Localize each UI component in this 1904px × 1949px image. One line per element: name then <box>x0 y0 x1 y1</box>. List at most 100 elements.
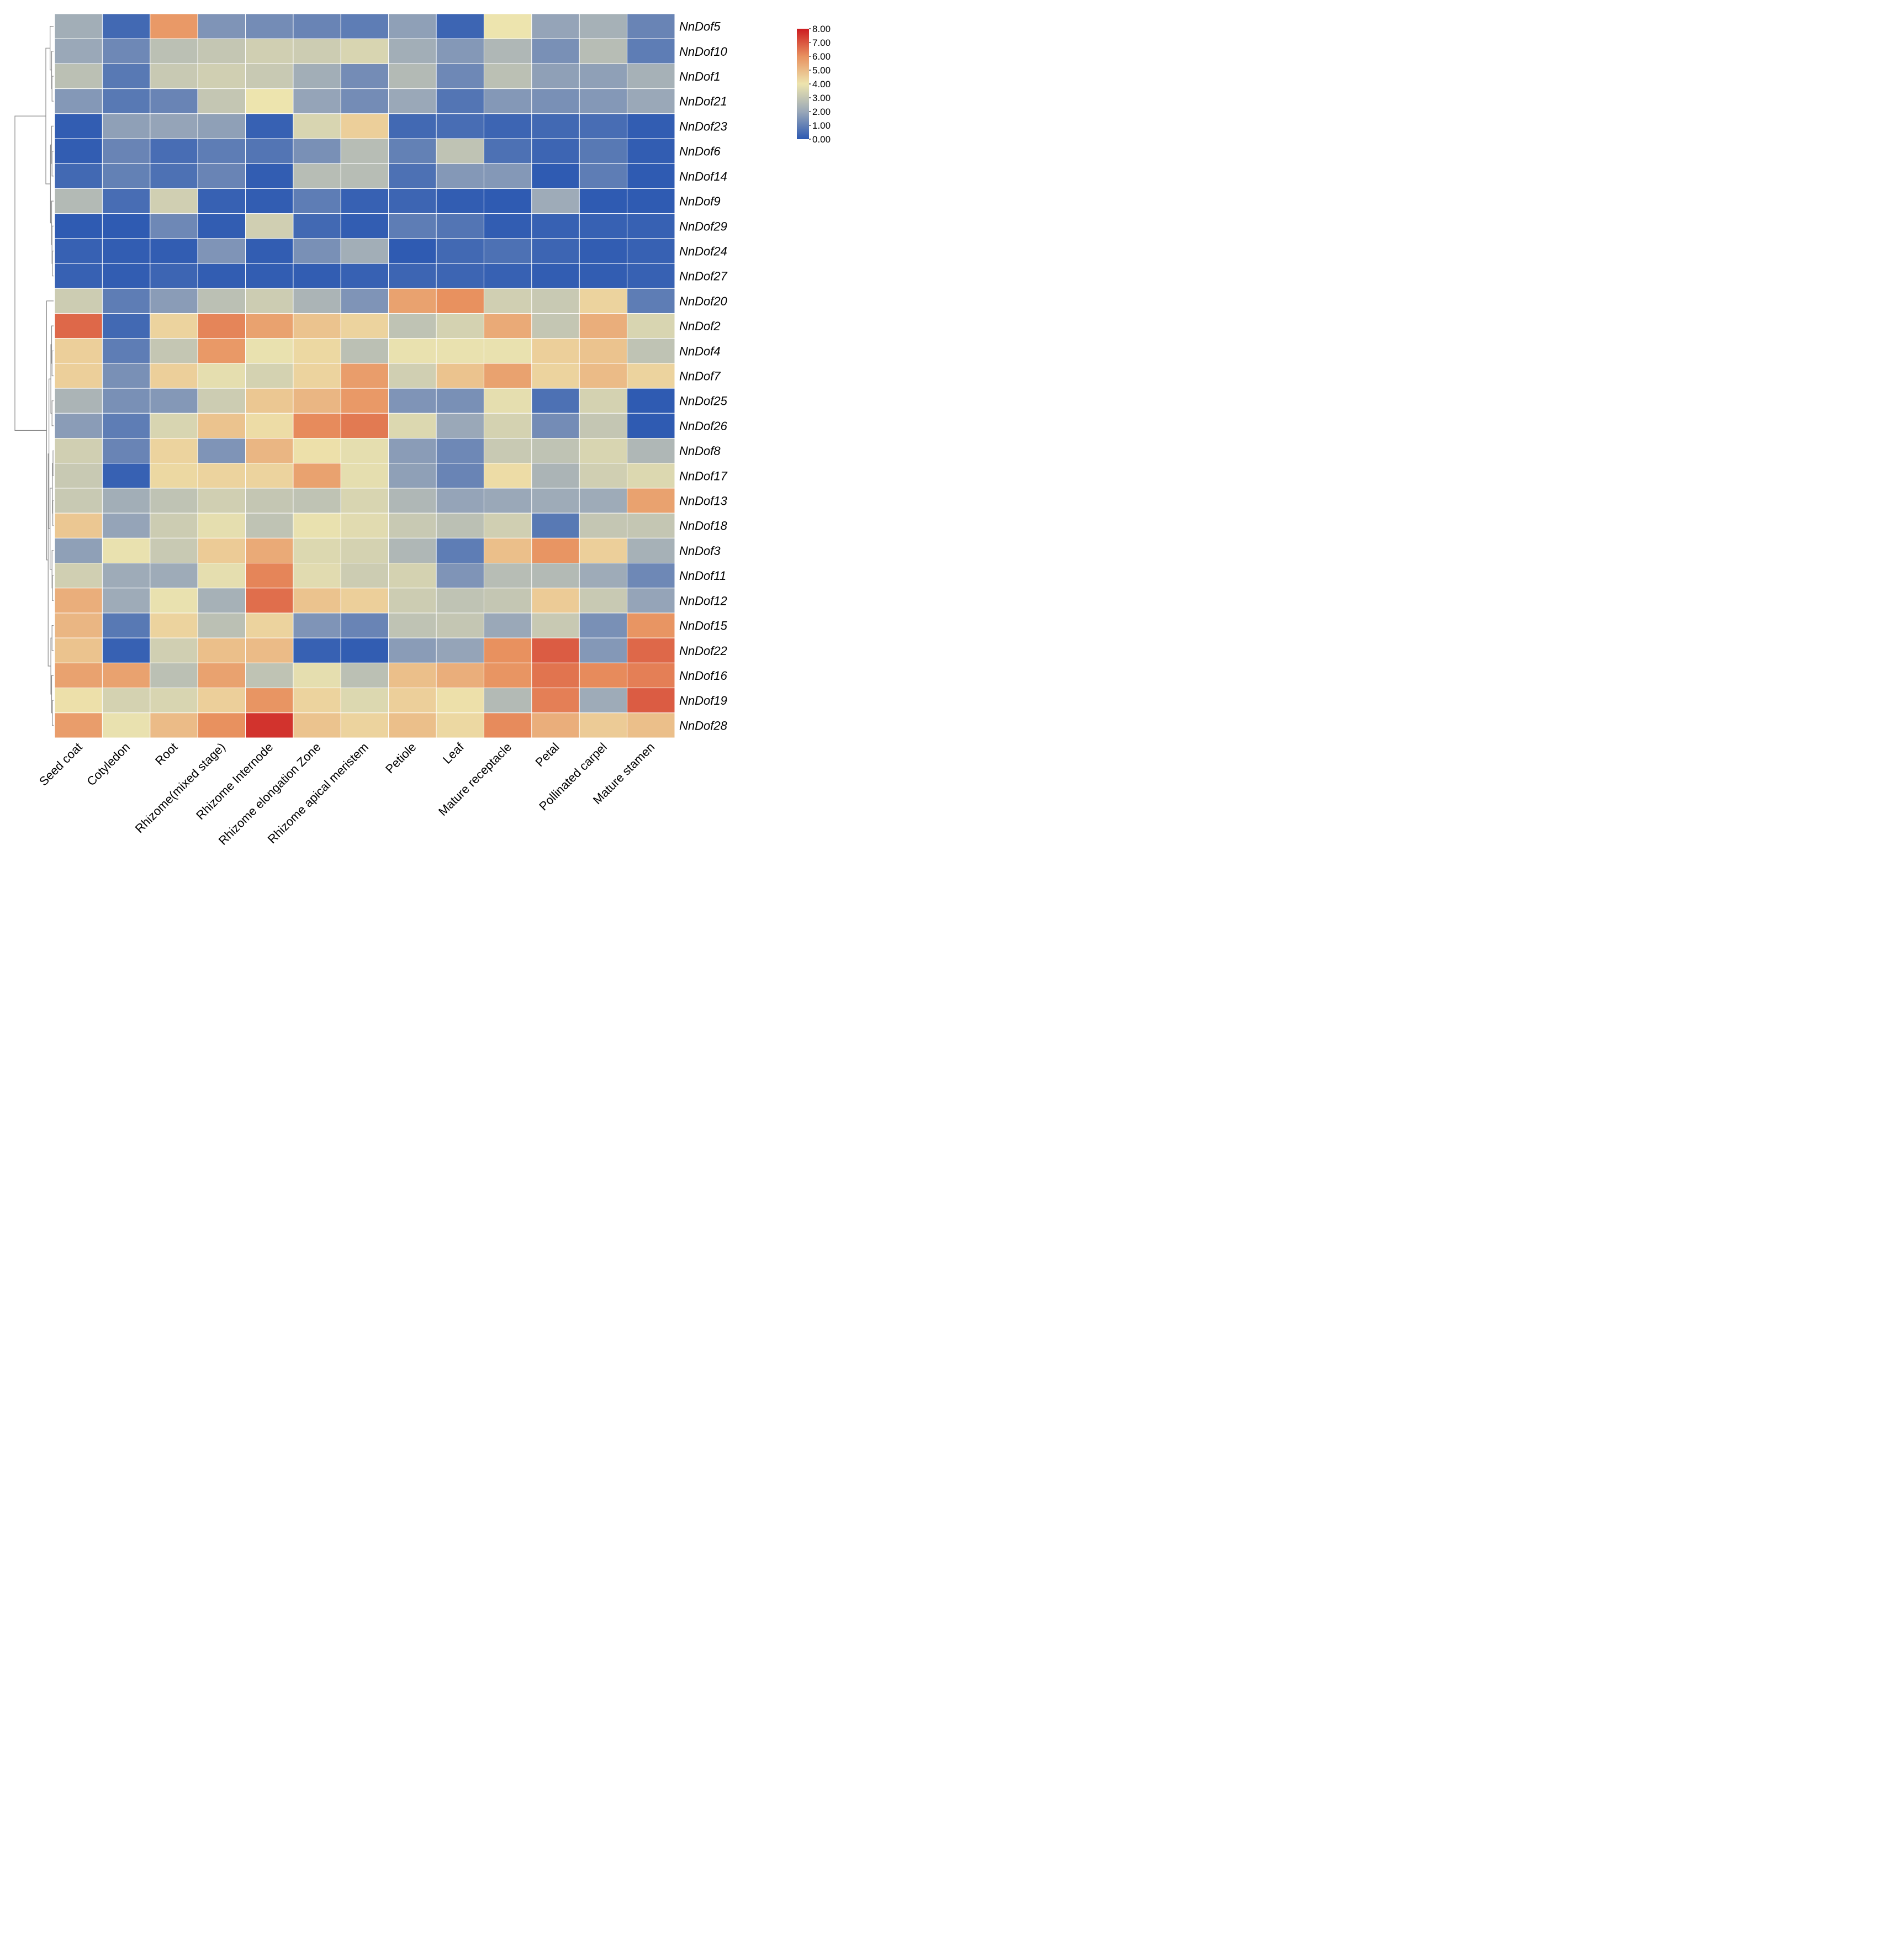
heatmap-cell <box>340 213 389 239</box>
colorbar-tick-label: 6.00 <box>812 51 831 62</box>
heatmap-cell <box>54 63 103 89</box>
heatmap-cell <box>531 637 580 663</box>
heatmap-cell <box>579 662 628 689</box>
heatmap-cell <box>293 163 341 189</box>
heatmap-cell <box>579 213 628 239</box>
heatmap-cell <box>150 338 198 364</box>
heatmap-cell <box>102 637 151 663</box>
heatmap-cell <box>483 488 532 514</box>
heatmap-cell <box>579 537 628 564</box>
heatmap-cell <box>150 288 198 314</box>
heatmap-cell <box>627 637 675 663</box>
heatmap-cell <box>436 138 484 164</box>
colorbar-tick-label: 3.00 <box>812 93 831 103</box>
heatmap-cell <box>579 88 628 114</box>
heatmap-cell <box>531 712 580 738</box>
heatmap-cell <box>483 238 532 264</box>
heatmap-cell <box>54 712 103 738</box>
heatmap-cell <box>340 338 389 364</box>
heatmap-cell <box>483 213 532 239</box>
heatmap-cell <box>293 363 341 389</box>
heatmap-cell <box>388 263 437 289</box>
heatmap-cell <box>54 113 103 139</box>
heatmap-cell <box>293 463 341 489</box>
heatmap-cell <box>388 463 437 489</box>
heatmap-cell <box>293 338 341 364</box>
row-dendrogram <box>14 26 54 726</box>
heatmap-cell <box>245 413 294 439</box>
heatmap-cell <box>340 463 389 489</box>
heatmap-cell <box>340 637 389 663</box>
row-label: NnDof2 <box>679 319 721 333</box>
heatmap-cell <box>531 113 580 139</box>
heatmap-cell <box>436 113 484 139</box>
heatmap-cell <box>579 688 628 714</box>
heatmap-cell <box>627 438 675 464</box>
heatmap-cell <box>579 363 628 389</box>
heatmap-cell <box>531 438 580 464</box>
heatmap-cell <box>340 537 389 564</box>
heatmap-cell <box>340 438 389 464</box>
row-label: NnDof7 <box>679 369 721 383</box>
heatmap-cell <box>579 388 628 414</box>
heatmap-cell <box>436 313 484 339</box>
heatmap-cell <box>340 612 389 638</box>
row-label: NnDof1 <box>679 70 721 83</box>
row-labels: NnDof5 NnDof10 NnDof1 NnDof21 NnDof23 NnDof6 N… <box>679 20 728 733</box>
heatmap-cell <box>579 138 628 164</box>
heatmap-cell <box>483 588 532 614</box>
heatmap-cell <box>245 288 294 314</box>
heatmap-cell <box>197 188 246 214</box>
heatmap-cell <box>436 388 484 414</box>
heatmap-cell <box>483 537 532 564</box>
column-label: Petal <box>532 740 562 769</box>
heatmap-cell <box>483 13 532 39</box>
heatmap-cell <box>102 263 151 289</box>
column-label: Cotyledon <box>84 740 133 789</box>
heatmap-cell <box>150 13 198 39</box>
heatmap-cell <box>150 712 198 738</box>
heatmap-cell <box>293 438 341 464</box>
heatmap-cell <box>627 13 675 39</box>
heatmap-cell <box>388 563 437 589</box>
heatmap-cell <box>531 488 580 514</box>
heatmap-cell <box>150 38 198 64</box>
heatmap-cell <box>102 463 151 489</box>
row-label: NnDof29 <box>679 219 727 233</box>
heatmap-cell <box>150 488 198 514</box>
heatmap-cell <box>436 13 484 39</box>
heatmap-cell <box>579 438 628 464</box>
heatmap-cell <box>245 388 294 414</box>
heatmap-cell <box>102 213 151 239</box>
row-label: NnDof27 <box>679 270 728 283</box>
heatmap-cell <box>627 413 675 439</box>
heatmap-cell <box>54 588 103 614</box>
heatmap-cell <box>388 163 437 189</box>
heatmap-cell <box>293 188 341 214</box>
heatmap-cell <box>340 563 389 589</box>
heatmap-cell <box>293 138 341 164</box>
heatmap-cell <box>627 612 675 638</box>
column-label: Petiole <box>383 740 419 776</box>
heatmap-cell <box>150 588 198 614</box>
heatmap-cell <box>102 388 151 414</box>
heatmap-cell <box>531 163 580 189</box>
heatmap-cell <box>102 13 151 39</box>
heatmap-cell <box>579 612 628 638</box>
heatmap-cell <box>483 263 532 289</box>
colorbar-tick-label: 4.00 <box>812 79 831 89</box>
row-label: NnDof9 <box>679 194 721 208</box>
heatmap-cell <box>293 263 341 289</box>
heatmap-cell <box>388 113 437 139</box>
heatmap-cell <box>340 238 389 264</box>
heatmap-cell <box>627 213 675 239</box>
heatmap-cell <box>436 688 484 714</box>
row-label: NnDof26 <box>679 419 728 433</box>
heatmap-cell <box>197 537 246 564</box>
colorbar-gradient <box>797 29 809 139</box>
heatmap-cell <box>197 712 246 738</box>
heatmap-cell <box>627 537 675 564</box>
heatmap-cell <box>531 612 580 638</box>
row-label: NnDof19 <box>679 694 727 707</box>
heatmap-cell <box>388 63 437 89</box>
